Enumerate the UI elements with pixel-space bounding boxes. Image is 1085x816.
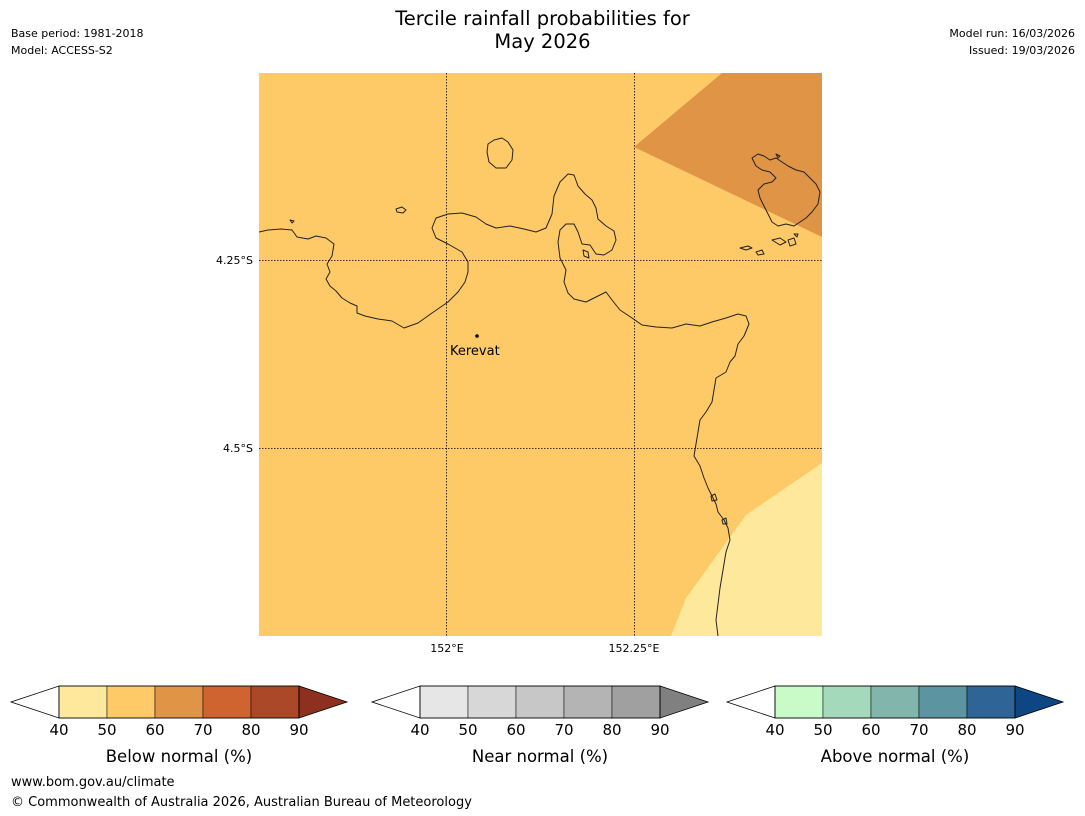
above-colorbar-segment <box>870 685 920 719</box>
map-title: Tercile rainfall probabilities for May 2… <box>0 7 1085 53</box>
below-normal-colorbar: 40 50 60 70 80 90 Below normal (%) <box>9 685 349 766</box>
lon-label-152-25: 152.25°E <box>609 642 660 655</box>
below-colorbar-segment <box>154 685 204 719</box>
title-line-1: Tercile rainfall probabilities for <box>395 7 690 30</box>
footer-copyright: © Commonwealth of Australia 2026, Austra… <box>11 795 472 810</box>
meta-left: Base period: 1981-2018 Model: ACCESS-S2 <box>11 25 143 59</box>
below-colorbar-label: Below normal (%) <box>106 747 253 766</box>
near-colorbar-extend-high <box>659 685 710 719</box>
near-colorbar-outline <box>419 685 661 719</box>
below-40-50-region <box>671 463 822 636</box>
above-colorbar-tick: 60 <box>861 721 880 739</box>
above-colorbar-label: Above normal (%) <box>821 747 970 766</box>
near-colorbar-segment <box>467 685 517 719</box>
below-colorbar-tick: 60 <box>145 721 164 739</box>
model-run: Model run: 16/03/2026 <box>949 27 1075 40</box>
above-colorbar-tick: 40 <box>765 721 784 739</box>
above-colorbar-segment <box>918 685 968 719</box>
above-normal-colorbar: 40 50 60 70 80 90 Above normal (%) <box>725 685 1065 766</box>
near-colorbar-tick: 60 <box>506 721 525 739</box>
colorbars: 40 50 60 70 80 90 Below normal (%) 40 50 60 70 80 90… <box>9 685 1065 766</box>
near-colorbar-extend-low <box>370 685 421 719</box>
meta-right: Model run: 16/03/2026 Issued: 19/03/2026 <box>949 25 1075 59</box>
graticule <box>259 73 822 636</box>
above-colorbar-segment <box>822 685 872 719</box>
lon-label-152: 152°E <box>430 642 463 655</box>
map-area: Kerevat <box>259 73 822 636</box>
kerevat-marker <box>475 334 479 338</box>
above-colorbar-tick: 50 <box>813 721 832 739</box>
model-name: Model: ACCESS-S2 <box>11 44 113 57</box>
place-label-kerevat: Kerevat <box>450 344 500 359</box>
below-colorbar-extend-low <box>9 685 60 719</box>
below-colorbar-segment <box>250 685 300 719</box>
issued-date: Issued: 19/03/2026 <box>968 44 1075 57</box>
lat-label-4-25: 4.25°S <box>216 254 253 267</box>
below-colorbar-outline <box>58 685 300 719</box>
near-colorbar-tick: 80 <box>602 721 621 739</box>
near-normal-colorbar: 40 50 60 70 80 90 Near normal (%) <box>370 685 710 766</box>
near-colorbar-segment <box>515 685 565 719</box>
base-period: Base period: 1981-2018 <box>11 27 144 40</box>
below-colorbar-tick: 80 <box>241 721 260 739</box>
above-colorbar-extend-low <box>725 685 776 719</box>
below-colorbar-tick: 90 <box>289 721 308 739</box>
lat-label-4-5: 4.5°S <box>223 442 253 455</box>
near-colorbar-segment <box>611 685 661 719</box>
footer-url: www.bom.gov.au/climate <box>11 775 175 790</box>
title-line-2: May 2026 <box>494 30 591 53</box>
below-colorbar-segment <box>58 685 108 719</box>
above-colorbar-tick: 80 <box>957 721 976 739</box>
above-colorbar-tick: 70 <box>909 721 928 739</box>
near-colorbar-segment <box>419 685 469 719</box>
above-colorbar-outline <box>774 685 1016 719</box>
below-colorbar-tick: 50 <box>97 721 116 739</box>
below-colorbar-tick: 70 <box>193 721 212 739</box>
near-colorbar-tick: 50 <box>458 721 477 739</box>
above-colorbar-extend-high <box>1014 685 1065 719</box>
near-colorbar-tick: 40 <box>410 721 429 739</box>
coastline <box>259 137 821 636</box>
below-colorbar-extend-high <box>298 685 349 719</box>
near-colorbar-tick: 70 <box>554 721 573 739</box>
below-colorbar-segment <box>106 685 156 719</box>
near-colorbar-label: Near normal (%) <box>472 747 608 766</box>
above-colorbar-tick: 90 <box>1005 721 1024 739</box>
below-colorbar-segment <box>202 685 252 719</box>
above-colorbar-segment <box>774 685 824 719</box>
below-colorbar-tick: 40 <box>49 721 68 739</box>
below-60-70-region <box>634 73 822 237</box>
above-colorbar-segment <box>966 685 1016 719</box>
near-colorbar-segment <box>563 685 613 719</box>
near-colorbar-tick: 90 <box>650 721 669 739</box>
